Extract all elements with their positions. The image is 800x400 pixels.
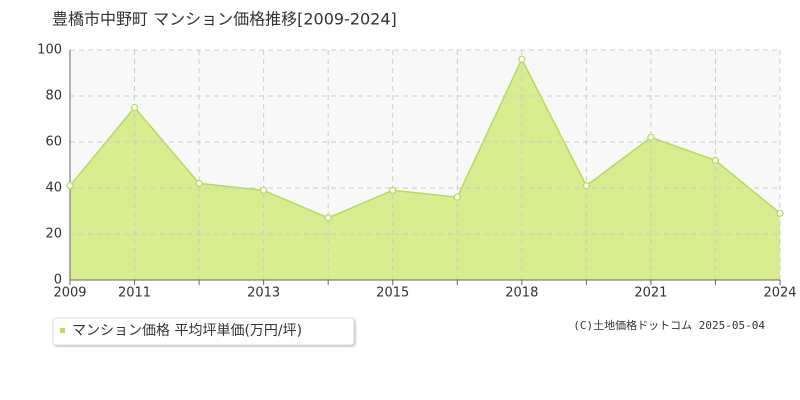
data-point bbox=[130, 103, 139, 112]
y-tick-label: 40 bbox=[45, 181, 62, 196]
legend: マンション価格 平均坪単価(万円/坪) bbox=[52, 317, 355, 346]
data-point bbox=[711, 156, 720, 164]
data-point bbox=[324, 214, 332, 222]
legend-label: マンション価格 平均坪単価(万円/坪) bbox=[72, 323, 302, 339]
x-tick-label: 2018 bbox=[505, 286, 538, 301]
data-point bbox=[195, 179, 203, 187]
legend-box bbox=[52, 317, 355, 346]
x-tick-label: 2021 bbox=[634, 286, 667, 301]
data-point bbox=[582, 182, 590, 190]
legend-marker bbox=[60, 328, 65, 333]
data-point bbox=[647, 133, 655, 141]
data-point bbox=[518, 55, 526, 63]
data-point bbox=[776, 209, 784, 217]
data-point bbox=[260, 186, 268, 194]
x-tick-label: 2011 bbox=[118, 286, 151, 301]
area-line bbox=[69, 57, 781, 219]
area-fill bbox=[70, 59, 780, 281]
data-point bbox=[453, 193, 461, 201]
x-tick-label: 2015 bbox=[376, 286, 409, 301]
source-note: (C)土地価格ドットコム 2025-05-04 bbox=[573, 318, 765, 332]
y-tick-label: 20 bbox=[45, 227, 62, 242]
y-tick-label: 100 bbox=[37, 43, 62, 58]
y-tick-label: 80 bbox=[45, 89, 62, 104]
chart-title: 豊橋市中野町 マンション価格推移[2009-2024] bbox=[52, 10, 397, 29]
x-tick-label: 2013 bbox=[247, 286, 280, 301]
x-tick-label: 2024 bbox=[763, 286, 796, 301]
y-tick-label: 60 bbox=[45, 135, 62, 150]
data-point bbox=[389, 186, 397, 194]
data-point bbox=[66, 182, 74, 190]
y-tick-label: 0 bbox=[54, 273, 62, 288]
x-tick-label: 2009 bbox=[53, 286, 86, 301]
